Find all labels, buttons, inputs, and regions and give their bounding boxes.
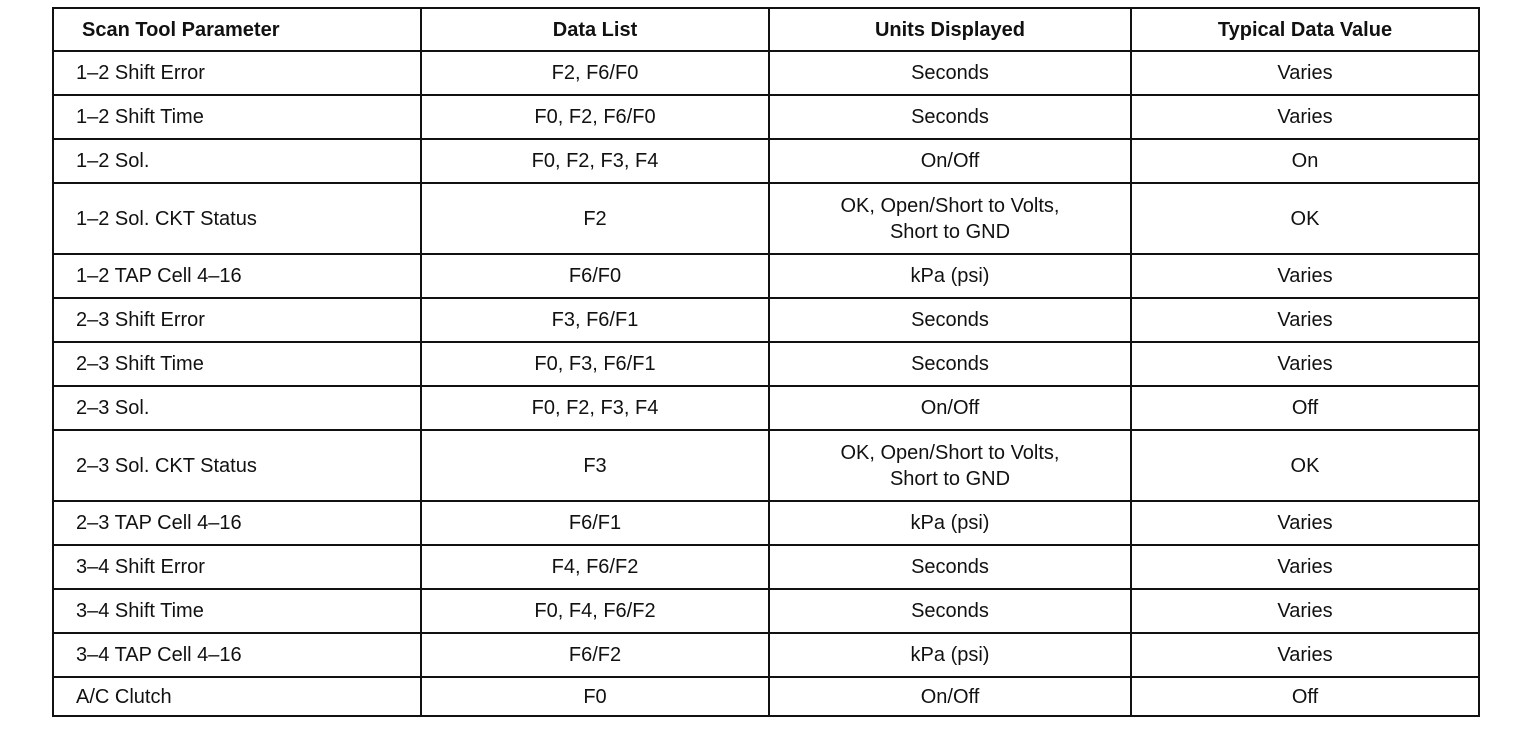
typical-value-cell: Varies — [1130, 297, 1480, 343]
parameter-cell: 2–3 Sol. — [52, 385, 422, 431]
header-data-list: Data List — [420, 7, 770, 52]
parameter-cell: 2–3 Shift Error — [52, 297, 422, 343]
data-list-cell: F0, F2, F3, F4 — [420, 138, 770, 184]
parameter-cell: 2–3 TAP Cell 4–16 — [52, 500, 422, 546]
units-cell: Seconds — [768, 588, 1132, 634]
parameter-cell: 2–3 Sol. CKT Status — [52, 429, 422, 502]
units-cell: kPa (psi) — [768, 253, 1132, 299]
table-row: A/C Clutch F0 On/Off Off — [52, 676, 1480, 717]
typical-value-cell: OK — [1130, 182, 1480, 255]
typical-value-cell: On — [1130, 138, 1480, 184]
data-list-cell: F0, F2, F6/F0 — [420, 94, 770, 140]
units-cell: Seconds — [768, 94, 1132, 140]
data-list-cell: F0 — [420, 676, 770, 717]
parameter-cell: 2–3 Shift Time — [52, 341, 422, 387]
typical-value-cell: Varies — [1130, 341, 1480, 387]
typical-value-cell: OK — [1130, 429, 1480, 502]
table-row: 2–3 Shift Time F0, F3, F6/F1 Seconds Varies — [52, 341, 1480, 387]
typical-value-cell: Varies — [1130, 632, 1480, 678]
units-cell: Seconds — [768, 50, 1132, 96]
units-cell: On/Off — [768, 676, 1132, 717]
typical-value-cell: Varies — [1130, 544, 1480, 590]
parameter-cell: 3–4 Shift Error — [52, 544, 422, 590]
table-row: 1–2 Shift Error F2, F6/F0 Seconds Varies — [52, 50, 1480, 96]
units-cell: Seconds — [768, 297, 1132, 343]
data-list-cell: F3, F6/F1 — [420, 297, 770, 343]
table-row: 3–4 Shift Error F4, F6/F2 Seconds Varies — [52, 544, 1480, 590]
table-row: 2–3 TAP Cell 4–16 F6/F1 kPa (psi) Varies — [52, 500, 1480, 546]
typical-value-cell: Varies — [1130, 50, 1480, 96]
units-cell: On/Off — [768, 138, 1132, 184]
table-row: 3–4 Shift Time F0, F4, F6/F2 Seconds Varies — [52, 588, 1480, 634]
data-list-cell: F2, F6/F0 — [420, 50, 770, 96]
parameter-cell: 3–4 Shift Time — [52, 588, 422, 634]
units-cell: On/Off — [768, 385, 1132, 431]
units-cell: Seconds — [768, 544, 1132, 590]
header-units-displayed: Units Displayed — [768, 7, 1132, 52]
table-row: 3–4 TAP Cell 4–16 F6/F2 kPa (psi) Varies — [52, 632, 1480, 678]
data-list-cell: F6/F0 — [420, 253, 770, 299]
units-cell: OK, Open/Short to Volts, Short to GND — [768, 429, 1132, 502]
units-cell: OK, Open/Short to Volts, Short to GND — [768, 182, 1132, 255]
parameter-cell: A/C Clutch — [52, 676, 422, 717]
table-row: 1–2 Sol. CKT Status F2 OK, Open/Short to V… — [52, 182, 1480, 255]
parameter-cell: 1–2 Sol. — [52, 138, 422, 184]
header-row: Scan Tool Parameter Data List Units Disp… — [52, 7, 1480, 52]
typical-value-cell: Off — [1130, 676, 1480, 717]
data-list-cell: F3 — [420, 429, 770, 502]
data-list-cell: F0, F3, F6/F1 — [420, 341, 770, 387]
table-row: 1–2 Sol. F0, F2, F3, F4 On/Off On — [52, 138, 1480, 184]
table-row: 2–3 Shift Error F3, F6/F1 Seconds Varies — [52, 297, 1480, 343]
typical-value-cell: Varies — [1130, 588, 1480, 634]
typical-value-cell: Varies — [1130, 253, 1480, 299]
parameter-cell: 3–4 TAP Cell 4–16 — [52, 632, 422, 678]
table-row: 1–2 TAP Cell 4–16 F6/F0 kPa (psi) Varies — [52, 253, 1480, 299]
parameter-cell: 1–2 Sol. CKT Status — [52, 182, 422, 255]
table-row: 1–2 Shift Time F0, F2, F6/F0 Seconds Varies — [52, 94, 1480, 140]
data-list-cell: F0, F2, F3, F4 — [420, 385, 770, 431]
parameter-cell: 1–2 TAP Cell 4–16 — [52, 253, 422, 299]
table-row: 2–3 Sol. F0, F2, F3, F4 On/Off Off — [52, 385, 1480, 431]
table-row: 2–3 Sol. CKT Status F3 OK, Open/Short to V… — [52, 429, 1480, 502]
typical-value-cell: Varies — [1130, 94, 1480, 140]
data-list-cell: F0, F4, F6/F2 — [420, 588, 770, 634]
parameter-cell: 1–2 Shift Time — [52, 94, 422, 140]
units-cell: kPa (psi) — [768, 632, 1132, 678]
scan-tool-data-table: Scan Tool Parameter Data List Units Disp… — [52, 7, 1480, 717]
header-typical-data-value: Typical Data Value — [1130, 7, 1480, 52]
data-list-cell: F4, F6/F2 — [420, 544, 770, 590]
units-cell: Seconds — [768, 341, 1132, 387]
typical-value-cell: Off — [1130, 385, 1480, 431]
parameter-cell: 1–2 Shift Error — [52, 50, 422, 96]
units-cell: kPa (psi) — [768, 500, 1132, 546]
data-list-cell: F6/F2 — [420, 632, 770, 678]
typical-value-cell: Varies — [1130, 500, 1480, 546]
header-scan-tool-parameter: Scan Tool Parameter — [52, 7, 422, 52]
data-list-cell: F2 — [420, 182, 770, 255]
data-list-cell: F6/F1 — [420, 500, 770, 546]
